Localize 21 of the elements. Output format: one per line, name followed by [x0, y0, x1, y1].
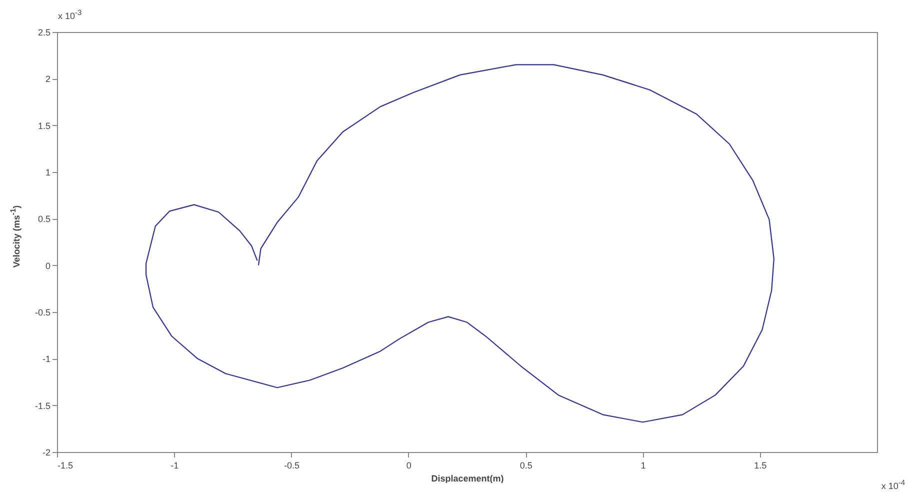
text: x 10$^{-3}$ [58, 8, 82, 21]
line-series [145, 64, 774, 423]
y-tick-label: -1 [42, 354, 50, 364]
y-tick-label: 0 [45, 260, 50, 271]
y-tick-label: -1.5 [34, 400, 50, 411]
x-tick-label: 1 [640, 460, 646, 470]
y-tick-label: -0.5 [34, 308, 50, 318]
y-tick-label: 0.5 [38, 214, 50, 224]
x-tick-label: 0 [406, 460, 412, 470]
y-tick-label: 2 [45, 74, 50, 84]
y-tick-label: 1.5 [38, 120, 50, 131]
y-tick-label: 2.5 [38, 28, 50, 38]
y-tick-label: 1 [45, 168, 50, 178]
x-tick-label: -0.5 [284, 460, 300, 470]
y-tick-label: -2 [42, 448, 50, 458]
text: x 10$^{-4}$ [881, 478, 905, 491]
x-tick-label: 1.5 [754, 460, 767, 470]
x-axis-title: Displacement(m) [431, 474, 504, 484]
x-tick-label: 0.5 [520, 460, 532, 470]
x-tick-label: -1.5 [58, 460, 74, 470]
x-tick-label: -1 [170, 460, 179, 470]
